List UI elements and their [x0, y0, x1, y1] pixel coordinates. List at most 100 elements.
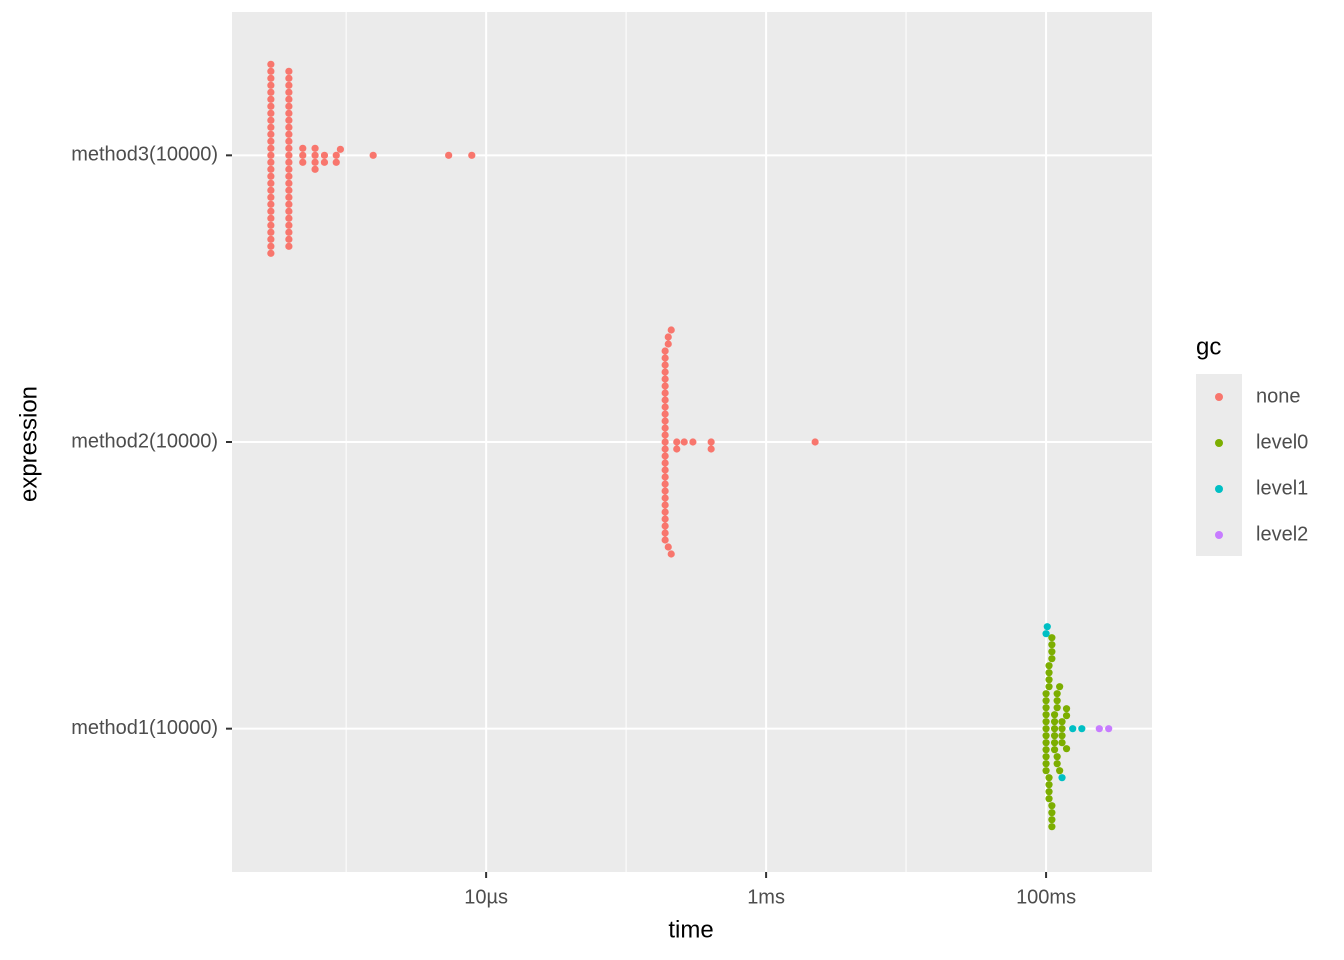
point — [661, 445, 669, 453]
point — [267, 67, 275, 75]
point — [664, 340, 672, 348]
point — [689, 438, 697, 446]
x-tick-label: 1ms — [747, 886, 785, 908]
point — [661, 361, 669, 369]
point — [664, 543, 672, 551]
y-axis-title: expression — [15, 386, 42, 502]
point — [320, 151, 329, 159]
point — [267, 151, 275, 159]
point — [1045, 662, 1053, 670]
point — [1045, 669, 1053, 677]
point — [267, 144, 275, 152]
point — [667, 326, 675, 334]
point — [1042, 630, 1050, 638]
point — [267, 74, 275, 82]
point — [267, 221, 275, 229]
point — [1058, 732, 1066, 740]
point — [1045, 795, 1053, 803]
point — [673, 445, 681, 453]
point — [285, 116, 293, 124]
point — [267, 186, 275, 194]
point — [468, 151, 476, 159]
point — [1048, 634, 1056, 642]
point — [267, 109, 275, 117]
point — [661, 522, 669, 530]
point — [285, 81, 293, 89]
point — [661, 368, 669, 376]
point — [1043, 623, 1051, 631]
point — [661, 389, 669, 397]
point — [299, 151, 307, 159]
legend-key — [1215, 439, 1223, 447]
point — [285, 165, 293, 173]
point — [1058, 718, 1066, 726]
point — [311, 144, 319, 152]
point — [267, 123, 275, 131]
point — [1050, 718, 1059, 726]
point — [285, 172, 293, 180]
point — [1056, 683, 1064, 691]
y-tick-label: method1(10000) — [71, 717, 218, 739]
point — [267, 242, 275, 250]
point — [285, 179, 293, 187]
point — [311, 165, 319, 173]
point — [661, 473, 669, 481]
point — [661, 354, 669, 362]
point — [285, 137, 293, 145]
point — [661, 459, 669, 467]
point — [1042, 725, 1050, 733]
point — [661, 396, 669, 404]
point — [661, 466, 669, 474]
point — [267, 116, 275, 124]
point — [267, 95, 275, 103]
point — [369, 151, 377, 159]
point — [285, 130, 293, 138]
point — [661, 501, 669, 509]
point — [1069, 725, 1077, 733]
point — [1095, 725, 1103, 733]
point — [673, 438, 681, 446]
point — [1048, 823, 1056, 831]
legend-key — [1215, 485, 1223, 493]
point — [267, 179, 275, 187]
point — [1042, 704, 1050, 712]
point — [285, 109, 293, 117]
point — [661, 529, 669, 537]
point — [1105, 725, 1113, 733]
point — [1050, 732, 1059, 740]
point — [299, 144, 307, 152]
point — [1042, 711, 1050, 719]
point — [267, 130, 275, 138]
point — [311, 158, 319, 166]
x-tick-label: 100ms — [1016, 886, 1076, 908]
point — [267, 81, 275, 89]
point — [285, 228, 293, 236]
point — [299, 158, 307, 166]
point — [285, 193, 293, 201]
point — [661, 431, 669, 439]
point — [267, 88, 275, 96]
point — [285, 158, 293, 166]
point — [661, 403, 669, 411]
point — [1053, 704, 1061, 712]
point — [1062, 712, 1071, 720]
point — [1042, 753, 1050, 761]
y-tick-label: method3(10000) — [71, 144, 218, 166]
point — [661, 536, 669, 544]
point — [661, 417, 669, 425]
point — [1078, 725, 1086, 733]
point — [285, 221, 293, 229]
point — [661, 515, 669, 523]
point — [811, 438, 819, 446]
point — [1048, 816, 1056, 824]
point — [267, 137, 275, 145]
point — [445, 151, 453, 159]
point — [1056, 767, 1064, 775]
point — [1045, 774, 1053, 782]
point — [664, 333, 672, 341]
point — [1042, 767, 1050, 775]
point — [661, 494, 669, 502]
point — [661, 382, 669, 390]
point — [1058, 725, 1066, 733]
point — [267, 165, 275, 173]
